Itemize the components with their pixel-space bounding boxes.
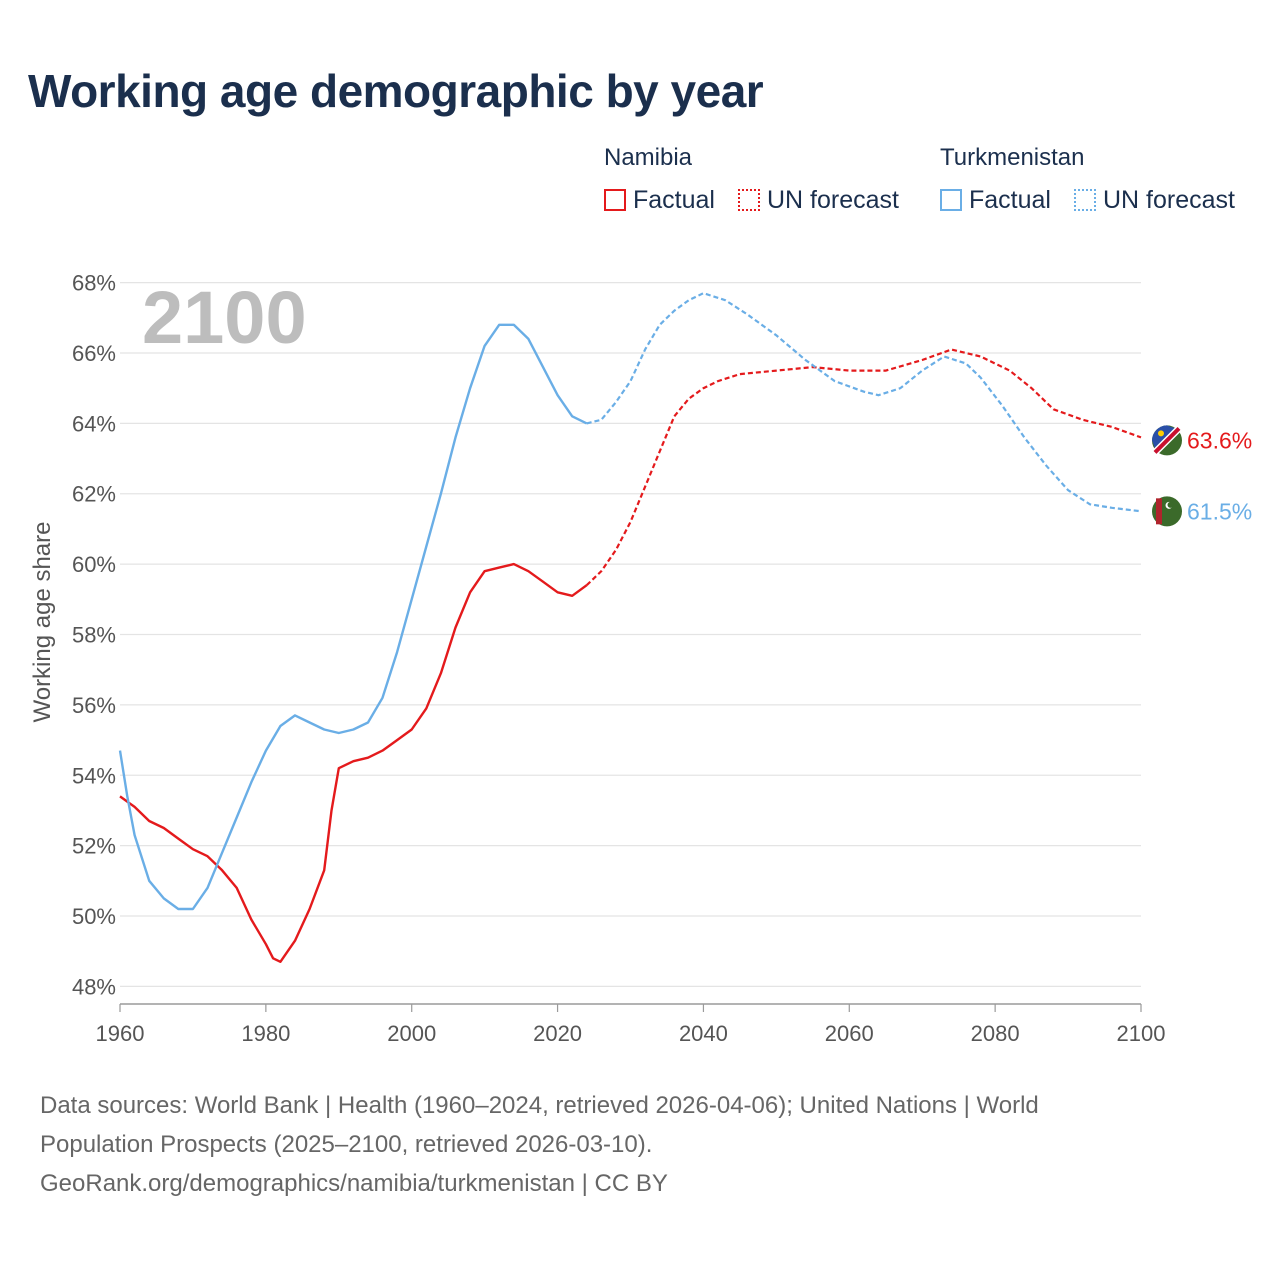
y-axis: 48% 50% 52% 54% 56% 58% 60% 62% 64% 66% 68% [72,271,116,1000]
legend-solid-swatch-icon [604,189,626,211]
legend-label: UN forecast [1103,185,1235,214]
y-tick-label: 50% [72,904,116,929]
year-watermark: 2100 [142,276,307,359]
x-tick-label: 2000 [387,1021,436,1046]
y-tick-label: 66% [72,341,116,366]
y-tick-label: 56% [72,693,116,718]
x-tick-label: 2040 [679,1021,728,1046]
x-tick-label: 2060 [825,1021,874,1046]
x-axis: 1960 1980 2000 2020 2040 2060 2080 2100 [96,1004,1166,1046]
flag-crescent-cut [1167,501,1174,508]
flag-red-stripe [1156,498,1162,525]
y-tick-label: 64% [72,411,116,436]
end-value-label-namibia: 63.6% [1187,427,1252,453]
y-tick-label: 58% [72,623,116,648]
end-labels: 63.6% 61.5% [1152,425,1252,527]
legend-dotted-swatch-icon [738,189,760,211]
x-tick-label: 2080 [971,1021,1020,1046]
legend-country-turkmenistan: Turkmenistan [940,144,1085,171]
legend-label: Factual [969,185,1051,214]
y-tick-label: 68% [72,271,116,296]
data-sources: Data sources: World Bank | Health (1960–… [40,1086,1240,1203]
legend-dotted-swatch-icon [1074,189,1096,211]
y-tick-label: 48% [72,974,116,999]
end-value-label-turkmenistan: 61.5% [1187,498,1252,524]
legend-turkmenistan-forecast[interactable]: UN forecast [1074,184,1235,216]
source-line-1: Data sources: World Bank | Health (1960–… [40,1092,1039,1119]
legend-solid-swatch-icon [940,189,962,211]
legend-namibia-factual[interactable]: Factual [604,184,715,216]
series-line-namibia-forecast [585,348,1142,586]
chart-title: Working age demographic by year [28,65,764,117]
series-line-namibia-factual [119,562,588,963]
flag-red-band [1153,427,1181,454]
line-chart: 48%50%52%54%56%58%60%62%64%66%68% 1960 19… [29,271,1252,1046]
y-tick-label: 54% [72,763,116,788]
y-axis-label: Working age share [29,522,56,723]
grid-layer [120,281,1141,988]
source-line-2: Population Prospects (2025–2100, retriev… [40,1131,653,1158]
x-tick-label: 1960 [96,1021,145,1046]
series-line-turkmenistan-forecast [586,292,1142,513]
y-tick-label: 62% [72,482,116,507]
series-line-turkmenistan-factual [118,323,588,911]
legend-label: Factual [633,185,715,214]
y-tick-label: 52% [72,834,116,859]
x-tick-label: 1980 [241,1021,290,1046]
x-tick-label: 2100 [1117,1021,1166,1046]
flag-sun [1158,430,1164,437]
series-layer [118,292,1142,963]
namibia-flag-icon [1152,425,1182,456]
legend-turkmenistan-factual[interactable]: Factual [940,184,1051,216]
source-link[interactable]: GeoRank.org/demographics/namibia/turkmen… [40,1170,668,1197]
legend-label: UN forecast [767,185,899,214]
x-tick-label: 2020 [533,1021,582,1046]
y-tick-label: 60% [72,552,116,577]
legend-namibia-forecast[interactable]: UN forecast [738,184,899,216]
legend-country-namibia: Namibia [604,144,693,171]
turkmenistan-flag-icon [1152,496,1182,527]
